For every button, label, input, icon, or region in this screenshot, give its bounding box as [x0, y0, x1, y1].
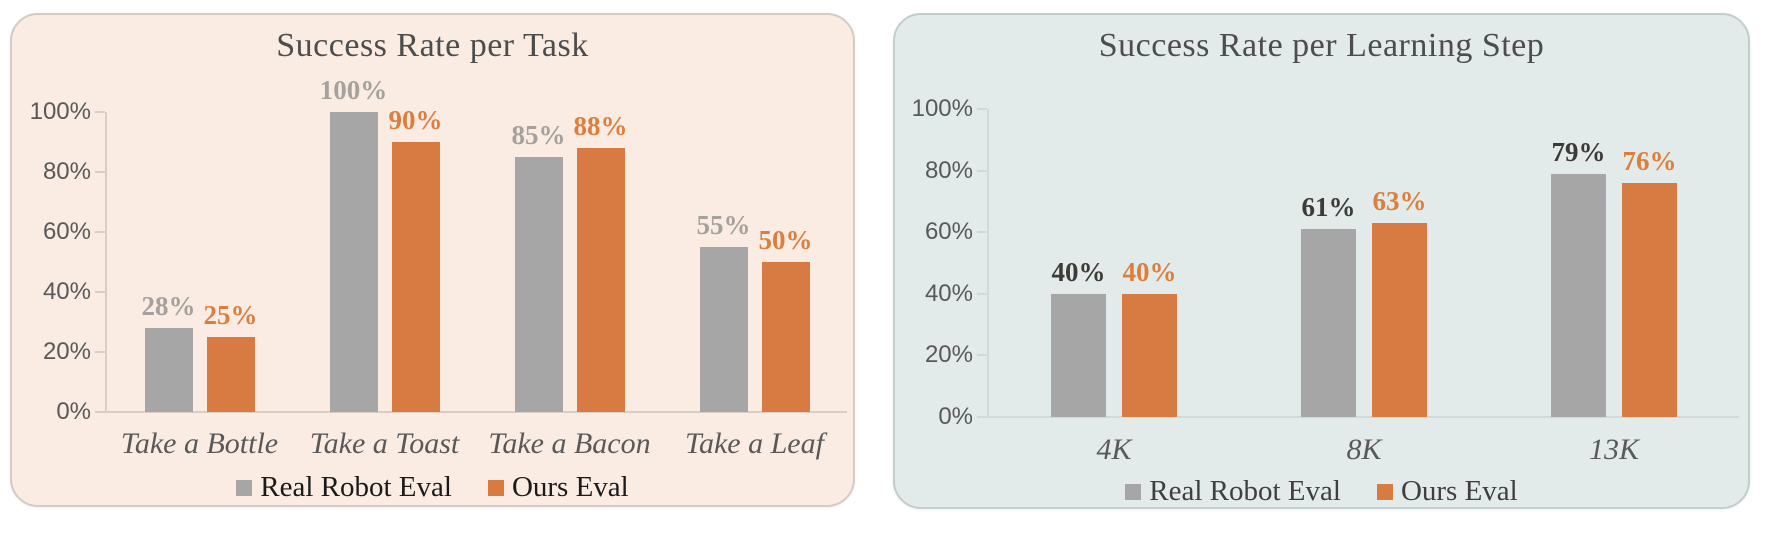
chart-panel-success-rate-per-task: Success Rate per Task 0% 20% 40% 60% 80% 100%…	[10, 13, 855, 507]
bar-value-label: 50%	[758, 225, 813, 255]
y-tick-label: 100%	[911, 95, 973, 122]
bar-group: 55% 50%	[662, 112, 847, 412]
x-tick-label: Take a Bottle	[120, 427, 279, 460]
legend-item: Ours Eval	[1376, 475, 1518, 508]
y-tick-label: 80%	[924, 156, 973, 184]
y-tick-label: 60%	[42, 218, 91, 245]
y-tick-label: 20%	[42, 338, 91, 365]
x-tick-label: 13K	[1588, 433, 1639, 466]
bar: 76%	[1622, 146, 1677, 417]
bar-group: 40% 40%	[989, 109, 1239, 417]
y-axis-line	[987, 109, 989, 417]
y-tick-mark	[977, 354, 987, 357]
legend-swatch	[236, 479, 253, 496]
y-tick-label: 100%	[29, 98, 91, 125]
bar-groups: 40% 40% 61% 63% 79% 76%	[989, 109, 1739, 417]
x-axis-line	[105, 411, 847, 413]
y-tick-label: 40%	[42, 278, 91, 305]
bar-value-label: 90%	[388, 105, 443, 135]
legend-label: Real Robot Eval	[260, 471, 452, 503]
bar-value-label: 61%	[1301, 192, 1356, 223]
bar: 61%	[1301, 192, 1356, 417]
y-tick-mark	[95, 111, 105, 113]
bar: 63%	[1372, 186, 1427, 417]
y-tick-mark	[977, 108, 987, 110]
x-tick-label: Take a Leaf	[685, 427, 824, 460]
legend-label: Real Robot Eval	[1149, 475, 1341, 507]
x-axis-labels: Take a Bottle Take a Toast Take a Bacon Tak…	[107, 427, 847, 461]
y-tick-mark	[95, 351, 105, 353]
x-axis-line	[987, 416, 1739, 418]
bar-value-label: 85%	[511, 120, 566, 150]
y-axis-line	[105, 112, 107, 412]
bar: 55%	[697, 210, 751, 412]
y-tick-mark	[95, 411, 105, 413]
bar-value-label: 88%	[573, 111, 628, 141]
y-tick-label: 80%	[42, 158, 91, 185]
plot-area: 0% 20% 40% 60% 80% 100% 40% 40% 61% 63% 79% 76%	[912, 95, 1739, 430]
bar: 40%	[1122, 257, 1177, 417]
y-tick-label: 0%	[938, 403, 973, 430]
x-tick-label: Take a Toast	[309, 427, 460, 460]
y-tick-label: 20%	[924, 341, 973, 369]
bar-group: 79% 76%	[1489, 109, 1739, 417]
bar: 28%	[142, 291, 196, 412]
plot-area: 0% 20% 40% 60% 80% 100% 28% 25% 100% 90% 85% 88% 55%…	[30, 75, 847, 425]
bar-group: 28% 25%	[107, 112, 292, 412]
y-tick-label: 60%	[924, 218, 973, 246]
y-tick-mark	[977, 416, 987, 418]
x-tick-label: 8K	[1346, 433, 1382, 466]
bar-group: 100% 90%	[292, 75, 477, 412]
y-tick-mark	[95, 291, 105, 293]
bar: 50%	[759, 225, 813, 412]
y-tick-mark	[977, 292, 987, 295]
bar-value-label: 76%	[1622, 145, 1677, 176]
bar-value-label: 40%	[1122, 256, 1177, 287]
x-axis-labels: 4K 8K 13K	[989, 433, 1739, 467]
x-tick-label: 4K	[1096, 433, 1132, 466]
bar: 40%	[1051, 257, 1106, 417]
legend-item: Ours Eval	[487, 471, 629, 504]
bar: 85%	[512, 120, 566, 412]
bar: 100%	[320, 75, 387, 412]
y-tick-mark	[977, 231, 987, 234]
bar-value-label: 40%	[1051, 256, 1106, 287]
y-tick-mark	[95, 171, 105, 173]
chart-panel-success-rate-per-learning-step: Success Rate per Learning Step 0% 20% 40% 6…	[893, 13, 1750, 509]
bar-group: 85% 88%	[477, 111, 662, 412]
legend-swatch	[1125, 483, 1142, 500]
legend-item: Real Robot Eval	[1125, 475, 1341, 508]
bar-value-label: 63%	[1372, 185, 1427, 216]
y-tick-label: 40%	[924, 279, 973, 307]
bar: 79%	[1551, 137, 1606, 417]
bar-value-label: 100%	[319, 75, 388, 105]
y-tick-mark	[95, 231, 105, 233]
legend-label: Ours Eval	[1400, 475, 1518, 507]
bar: 88%	[574, 111, 628, 412]
bar: 90%	[389, 105, 443, 412]
chart-legend: Real Robot Eval Ours Eval	[895, 475, 1748, 508]
bar-groups: 28% 25% 100% 90% 85% 88% 55% 50%	[107, 75, 847, 412]
legend-swatch	[1376, 483, 1393, 500]
chart-title: Success Rate per Task	[276, 27, 589, 64]
bar-value-label: 79%	[1551, 136, 1606, 167]
legend-swatch	[487, 479, 504, 496]
y-tick-mark	[977, 169, 987, 172]
legend-item: Real Robot Eval	[236, 471, 452, 504]
legend-label: Ours Eval	[511, 471, 629, 503]
y-tick-label: 0%	[56, 398, 91, 425]
x-tick-label: Take a Bacon	[488, 427, 651, 460]
chart-title: Success Rate per Learning Step	[1098, 27, 1545, 64]
bar-value-label: 25%	[203, 300, 258, 330]
bar-value-label: 28%	[141, 291, 196, 321]
bar: 25%	[204, 300, 258, 412]
bar-value-label: 55%	[696, 210, 751, 240]
chart-legend: Real Robot Eval Ours Eval	[12, 471, 853, 504]
bar-group: 61% 63%	[1239, 109, 1489, 417]
